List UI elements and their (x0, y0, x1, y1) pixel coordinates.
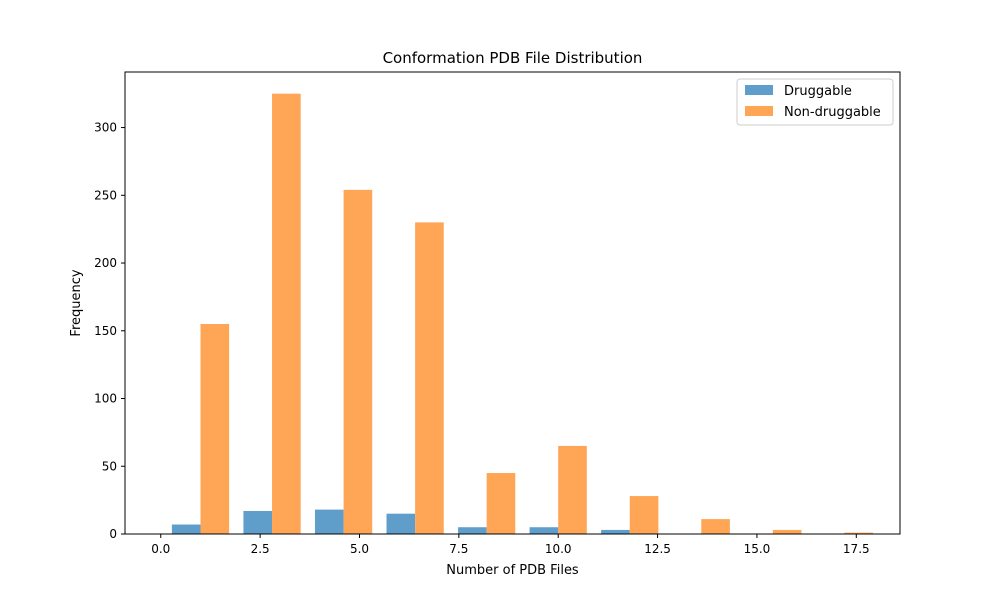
y-tick-label: 100 (94, 392, 117, 406)
y-axis-label: Frequency (69, 269, 84, 336)
bar-non-druggable-4 (486, 473, 516, 534)
bar-druggable-2 (314, 509, 344, 534)
bar-druggable-0 (171, 524, 201, 534)
x-tick-label: 17.5 (843, 542, 870, 556)
x-tick-label: 5.0 (350, 542, 369, 556)
x-tick-label: 10.0 (545, 542, 572, 556)
legend: Druggable Non-druggable (736, 78, 894, 126)
bar-druggable-3 (386, 513, 416, 534)
bar-druggable-5 (529, 527, 559, 534)
bar-non-druggable-6 (629, 496, 659, 534)
bar-druggable-6 (601, 529, 630, 534)
x-tick-label: 15.0 (744, 542, 771, 556)
y-tick-label: 150 (94, 324, 117, 338)
plot-frame (124, 71, 901, 535)
legend-box (736, 78, 894, 126)
bar-non-druggable-0 (200, 324, 230, 534)
y-tick-label: 50 (102, 459, 117, 473)
bar-non-druggable-7 (701, 519, 730, 534)
bar-druggable-1 (243, 510, 273, 534)
bar-non-druggable-9 (844, 532, 873, 534)
x-axis-label: Number of PDB Files (446, 563, 579, 578)
x-tick-label: 0.0 (151, 542, 170, 556)
y-tick-label: 200 (94, 256, 117, 270)
ticks-layer: 0.0 2.5 5.0 7.5 10.0 12.5 15.0 17.5 0 50 100 150 200… (94, 121, 870, 556)
y-tick-label: 300 (94, 121, 117, 135)
bar-non-druggable-1 (272, 93, 301, 534)
legend-swatch-druggable (745, 85, 773, 95)
y-tick-label: 250 (94, 188, 117, 202)
legend-label-druggable: Druggable (784, 84, 852, 99)
bar-non-druggable-2 (343, 189, 373, 534)
legend-label-non-druggable: Non-druggable (784, 105, 881, 120)
x-tick-label: 7.5 (449, 542, 468, 556)
x-tick-label: 2.5 (251, 542, 270, 556)
bar-non-druggable-8 (772, 529, 802, 534)
bar-non-druggable-3 (415, 222, 444, 535)
y-tick-label: 0 (109, 527, 117, 541)
chart-title: Conformation PDB File Distribution (383, 49, 643, 67)
bars-layer (171, 93, 873, 535)
legend-swatch-non-druggable (745, 106, 773, 116)
bar-druggable-4 (458, 527, 487, 534)
x-tick-label: 12.5 (644, 542, 671, 556)
bar-non-druggable-5 (558, 445, 587, 534)
